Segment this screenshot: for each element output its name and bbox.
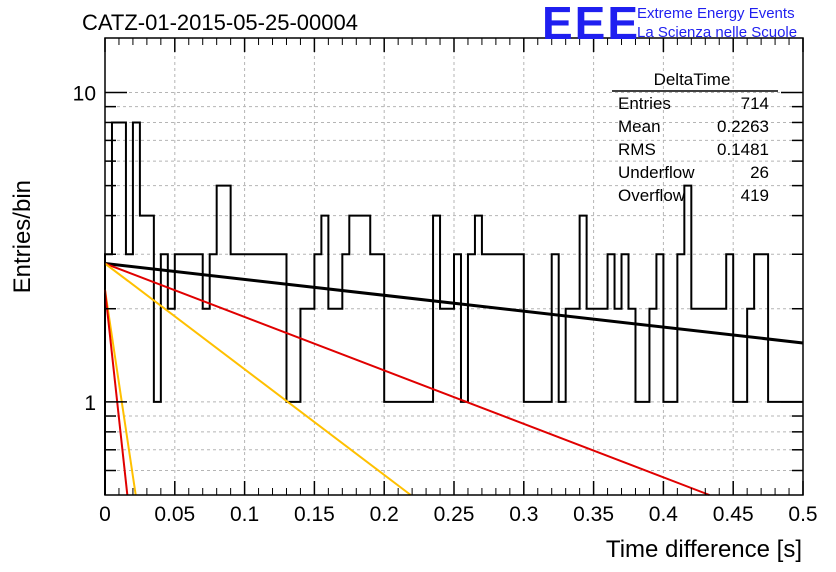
x-tick-label: 0.2 — [370, 503, 399, 526]
y-tick-label: 1 — [84, 392, 96, 415]
eee-logo-text: Extreme Energy Events La Scienza nelle S… — [637, 4, 797, 42]
stats-row-label: Overflow — [618, 186, 686, 205]
y-axis-ticks: 1 10 — [73, 82, 803, 472]
histogram-series — [104, 121, 803, 495]
stats-rows: Entries 714 Mean 0.2263 RMS 0.1481 Underflow 26… — [618, 94, 769, 205]
stats-row-value: 714 — [741, 94, 769, 113]
page-title: CATZ-01-2015-05-25-00004 — [82, 10, 358, 35]
stats-row-label: Entries — [618, 94, 671, 113]
fit-line — [104, 262, 804, 345]
stats-title: DeltaTime — [654, 70, 731, 89]
fit-line — [104, 289, 129, 496]
x-tick-label: 0.05 — [154, 503, 195, 526]
histogram-step-line — [104, 121, 803, 495]
x-tick-label: 0.4 — [649, 503, 679, 526]
eee-logo-line2: La Scienza nelle Scuole — [637, 24, 798, 41]
fit-line — [104, 262, 710, 496]
stats-box: DeltaTime Entries 714 Mean 0.2263 RMS 0.1481 U… — [612, 70, 778, 205]
x-tick-label: 0.35 — [573, 503, 614, 526]
fit-line — [104, 262, 412, 496]
stats-row-value: 26 — [750, 163, 769, 182]
stats-row-value: 0.1481 — [717, 140, 769, 159]
y-axis-label: Entries/bin — [9, 180, 36, 293]
eee-logo: EEE — [542, 0, 641, 49]
x-axis-ticks: 0 0.05 0.1 0.15 0.2 0.25 0.3 0.35 0.4 0.45 0.5 — [99, 38, 818, 526]
stats-row-label: Mean — [618, 117, 661, 136]
x-tick-label: 0.1 — [230, 503, 259, 526]
x-tick-label: 0 — [99, 503, 111, 526]
stats-row-label: Underflow — [618, 163, 695, 182]
x-tick-label: 0.5 — [788, 503, 817, 526]
stats-row-value: 0.2263 — [717, 117, 769, 136]
stats-row-label: RMS — [618, 140, 656, 159]
fit-line — [104, 289, 137, 496]
fit-lines — [104, 262, 804, 496]
stats-row-value: 419 — [741, 186, 769, 205]
x-tick-label: 0.25 — [434, 503, 475, 526]
x-axis-label: Time difference [s] — [606, 536, 802, 563]
eee-logo-line1: Extreme Energy Events — [637, 5, 795, 22]
x-tick-label: 0.15 — [294, 503, 335, 526]
x-tick-label: 0.3 — [509, 503, 538, 526]
y-tick-label: 10 — [73, 82, 96, 105]
x-tick-label: 0.45 — [713, 503, 754, 526]
